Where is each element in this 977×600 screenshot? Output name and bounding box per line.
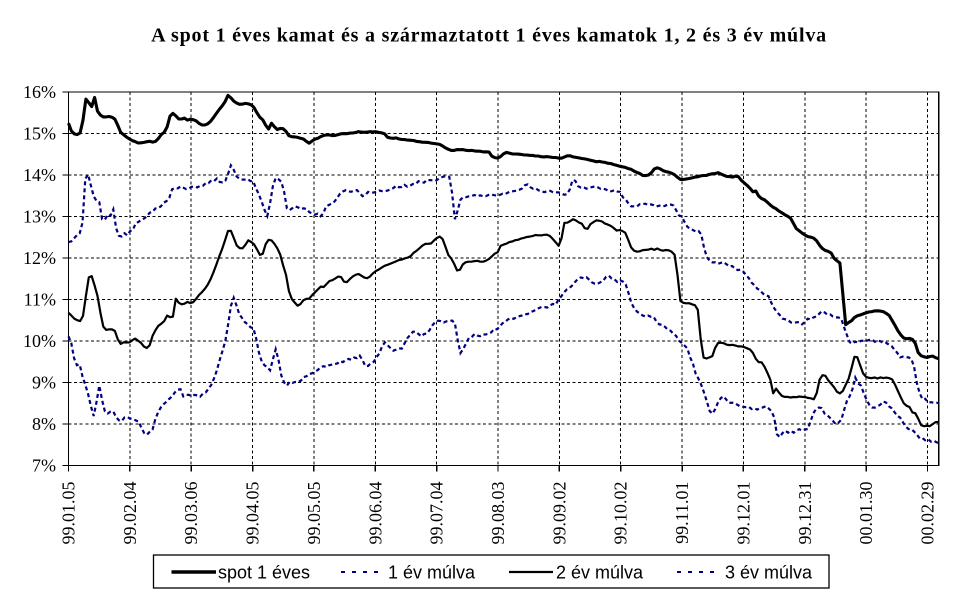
svg-text:99.10.02: 99.10.02 [611,482,631,545]
svg-text:99.01.05: 99.01.05 [59,482,79,545]
svg-text:14%: 14% [23,165,56,185]
svg-text:99.11.01: 99.11.01 [672,482,692,544]
svg-text:7%: 7% [32,456,56,476]
svg-text:99.02.04: 99.02.04 [120,482,140,545]
svg-text:3 év múlva: 3 év múlva [725,563,813,583]
svg-text:99.06.04: 99.06.04 [365,482,385,545]
svg-text:16%: 16% [23,82,56,102]
svg-text:99.05.05: 99.05.05 [304,482,324,545]
svg-text:99.04.05: 99.04.05 [243,482,263,545]
svg-text:99.12.31: 99.12.31 [795,482,815,545]
svg-text:A spot 1 éves kamat és a szárm: A spot 1 éves kamat és a származtatott 1… [151,25,827,47]
svg-text:2 év múlva: 2 év múlva [556,563,644,583]
svg-text:12%: 12% [23,248,56,268]
svg-text:00.01.30: 00.01.30 [856,482,876,545]
svg-text:8%: 8% [32,414,56,434]
svg-text:13%: 13% [23,207,56,227]
svg-text:99.08.03: 99.08.03 [488,482,508,545]
svg-text:11%: 11% [24,290,56,310]
svg-text:spot 1 éves: spot 1 éves [218,563,310,583]
svg-text:99.07.04: 99.07.04 [427,482,447,545]
svg-text:9%: 9% [32,373,56,393]
svg-text:99.09.02: 99.09.02 [549,482,569,545]
svg-text:15%: 15% [23,124,56,144]
svg-text:99.03.06: 99.03.06 [181,482,201,545]
svg-text:00.02.29: 00.02.29 [918,482,938,545]
svg-text:10%: 10% [23,331,56,351]
svg-text:1 év múlva: 1 év múlva [388,563,476,583]
svg-text:99.12.01: 99.12.01 [733,482,753,545]
